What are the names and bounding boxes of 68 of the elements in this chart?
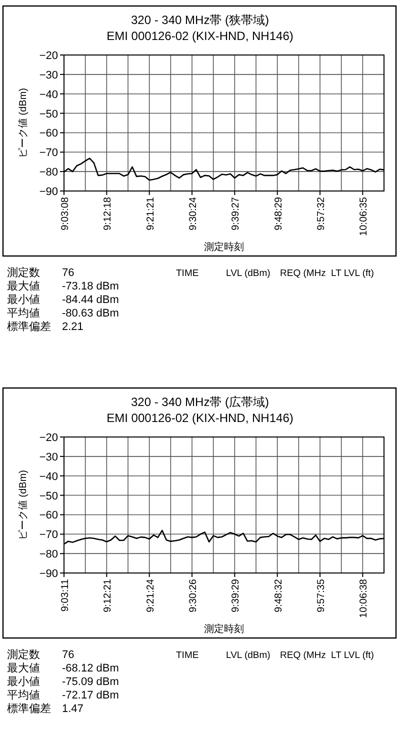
- x-tick-label: 9:30:26: [188, 578, 199, 612]
- x-tick-label: 9:21:24: [145, 578, 156, 612]
- text: 標準偏差: [7, 321, 51, 333]
- y-tick-label: −20: [39, 50, 58, 62]
- y-tick-label: −50: [39, 108, 58, 120]
- text: -72.17 dBm: [62, 690, 119, 702]
- text: TIME: [176, 268, 199, 279]
- text: REQ (MHz: [280, 268, 326, 279]
- x-tick-label: 9:12:18: [102, 196, 114, 230]
- y-tick-label: −90: [39, 186, 58, 198]
- x-tick-label: 9:57:35: [316, 578, 327, 612]
- y-axis-title: ピーク値 (dBm): [17, 88, 29, 158]
- y-tick-label: −60: [39, 128, 58, 140]
- text: 平均値: [7, 308, 40, 320]
- text: -80.63 dBm: [62, 308, 119, 320]
- chart-title: 320 - 340 MHz帯 (広帯域): [130, 395, 270, 409]
- y-tick-label: −50: [39, 490, 58, 502]
- x-tick-label: 9:03:08: [60, 196, 71, 230]
- x-tick-label: 9:39:29: [230, 578, 242, 612]
- x-tick-label: 10:06:35: [358, 196, 370, 236]
- text: -84.44 dBm: [62, 294, 119, 306]
- y-tick-label: −70: [39, 147, 58, 160]
- x-tick-label: 10:06:38: [358, 578, 370, 618]
- text: -68.12 dBm: [62, 662, 119, 674]
- text: REQ (MHz: [280, 650, 326, 661]
- y-tick-label: −80: [39, 548, 58, 561]
- y-tick-label: −30: [39, 69, 58, 82]
- text: 最小値: [7, 293, 40, 306]
- text: LT LVL (ft): [331, 650, 374, 661]
- x-tick-label: 9:03:11: [60, 578, 71, 612]
- y-tick-label: −40: [39, 470, 58, 483]
- y-axis-title: ピーク値 (dBm): [17, 470, 29, 540]
- text: -75.09 dBm: [62, 676, 119, 688]
- y-tick-label: −80: [39, 166, 58, 179]
- text: 測定数: [7, 266, 40, 279]
- x-tick-label: 9:21:21: [145, 196, 156, 230]
- y-tick-label: −90: [39, 568, 58, 580]
- chart-title: 320 - 340 MHz帯 (狭帯域): [130, 13, 270, 27]
- y-tick-label: −60: [39, 510, 58, 522]
- text: 測定数: [7, 648, 40, 661]
- x-tick-label: 9:48:32: [273, 578, 284, 612]
- text: LT LVL (ft): [331, 268, 374, 279]
- text: 最大値: [7, 280, 40, 292]
- x-tick-label: 9:12:21: [102, 578, 114, 612]
- y-tick-label: −30: [39, 451, 58, 464]
- chart-subtitle: EMI 000126-02 (KIX-HND, NH146): [106, 29, 294, 43]
- text: 平均値: [7, 690, 40, 702]
- y-tick-label: −70: [39, 529, 58, 542]
- x-tick-label: 9:57:32: [316, 196, 327, 230]
- x-tick-label: 9:30:24: [188, 196, 199, 230]
- text: -73.18 dBm: [62, 280, 119, 292]
- text: 76: [62, 649, 74, 661]
- y-tick-label: −20: [39, 432, 58, 444]
- text: 標準偏差: [7, 703, 51, 715]
- chart-subtitle: EMI 000126-02 (KIX-HND, NH146): [106, 411, 294, 425]
- x-axis-title: 測定時刻: [204, 241, 244, 253]
- text: 1.47: [62, 703, 84, 715]
- text: 最大値: [7, 662, 40, 674]
- x-axis-title: 測定時刻: [204, 623, 244, 635]
- text: 2.21: [62, 321, 84, 333]
- x-tick-label: 9:39:27: [230, 196, 242, 230]
- text: 最小値: [7, 675, 40, 688]
- text: LVL (dBm): [226, 650, 270, 661]
- text: LVL (dBm): [226, 268, 270, 279]
- x-tick-label: 9:48:29: [273, 196, 284, 230]
- text: TIME: [176, 650, 199, 661]
- text: 76: [62, 267, 74, 279]
- y-tick-label: −40: [39, 88, 58, 101]
